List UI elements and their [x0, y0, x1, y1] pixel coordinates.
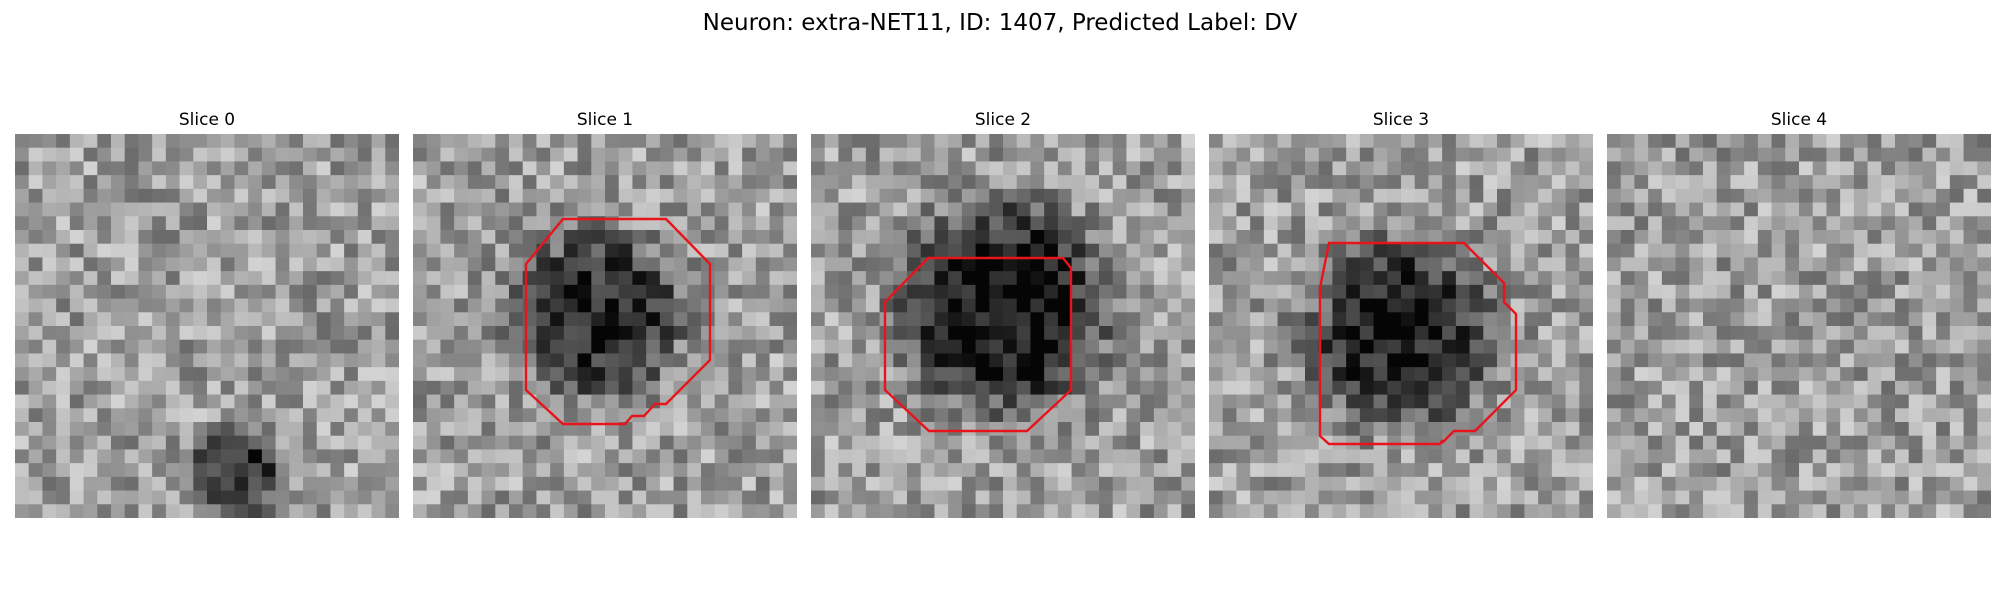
slice-image	[811, 134, 1195, 518]
panel-title: Slice 0	[178, 110, 236, 130]
panel-slice-2: Slice 2	[811, 110, 1195, 518]
slice-image	[15, 134, 399, 518]
panel-slice-0: Slice 0	[15, 110, 399, 518]
panel-title: Slice 4	[1770, 110, 1828, 130]
panel-title: Slice 2	[974, 110, 1032, 130]
pixel-grid	[15, 134, 399, 518]
cell-contour	[883, 256, 1073, 433]
pixel-grid	[811, 134, 1195, 518]
slice-image	[1607, 134, 1991, 518]
slice-image	[1209, 134, 1593, 518]
panel-title: Slice 3	[1372, 110, 1430, 130]
cell-contour	[1318, 241, 1518, 446]
pixel-grid	[1607, 134, 1991, 518]
slice-image	[413, 134, 797, 518]
pixel-grid	[1209, 134, 1593, 518]
pixel-grid	[413, 134, 797, 518]
panel-slice-1: Slice 1	[413, 110, 797, 518]
figure-title: Neuron: extra-NET11, ID: 1407, Predicted…	[702, 10, 1298, 36]
panel-slice-4: Slice 4	[1607, 110, 1991, 518]
panel-title: Slice 1	[576, 110, 634, 130]
cell-contour	[524, 217, 712, 426]
panel-slice-3: Slice 3	[1209, 110, 1593, 518]
